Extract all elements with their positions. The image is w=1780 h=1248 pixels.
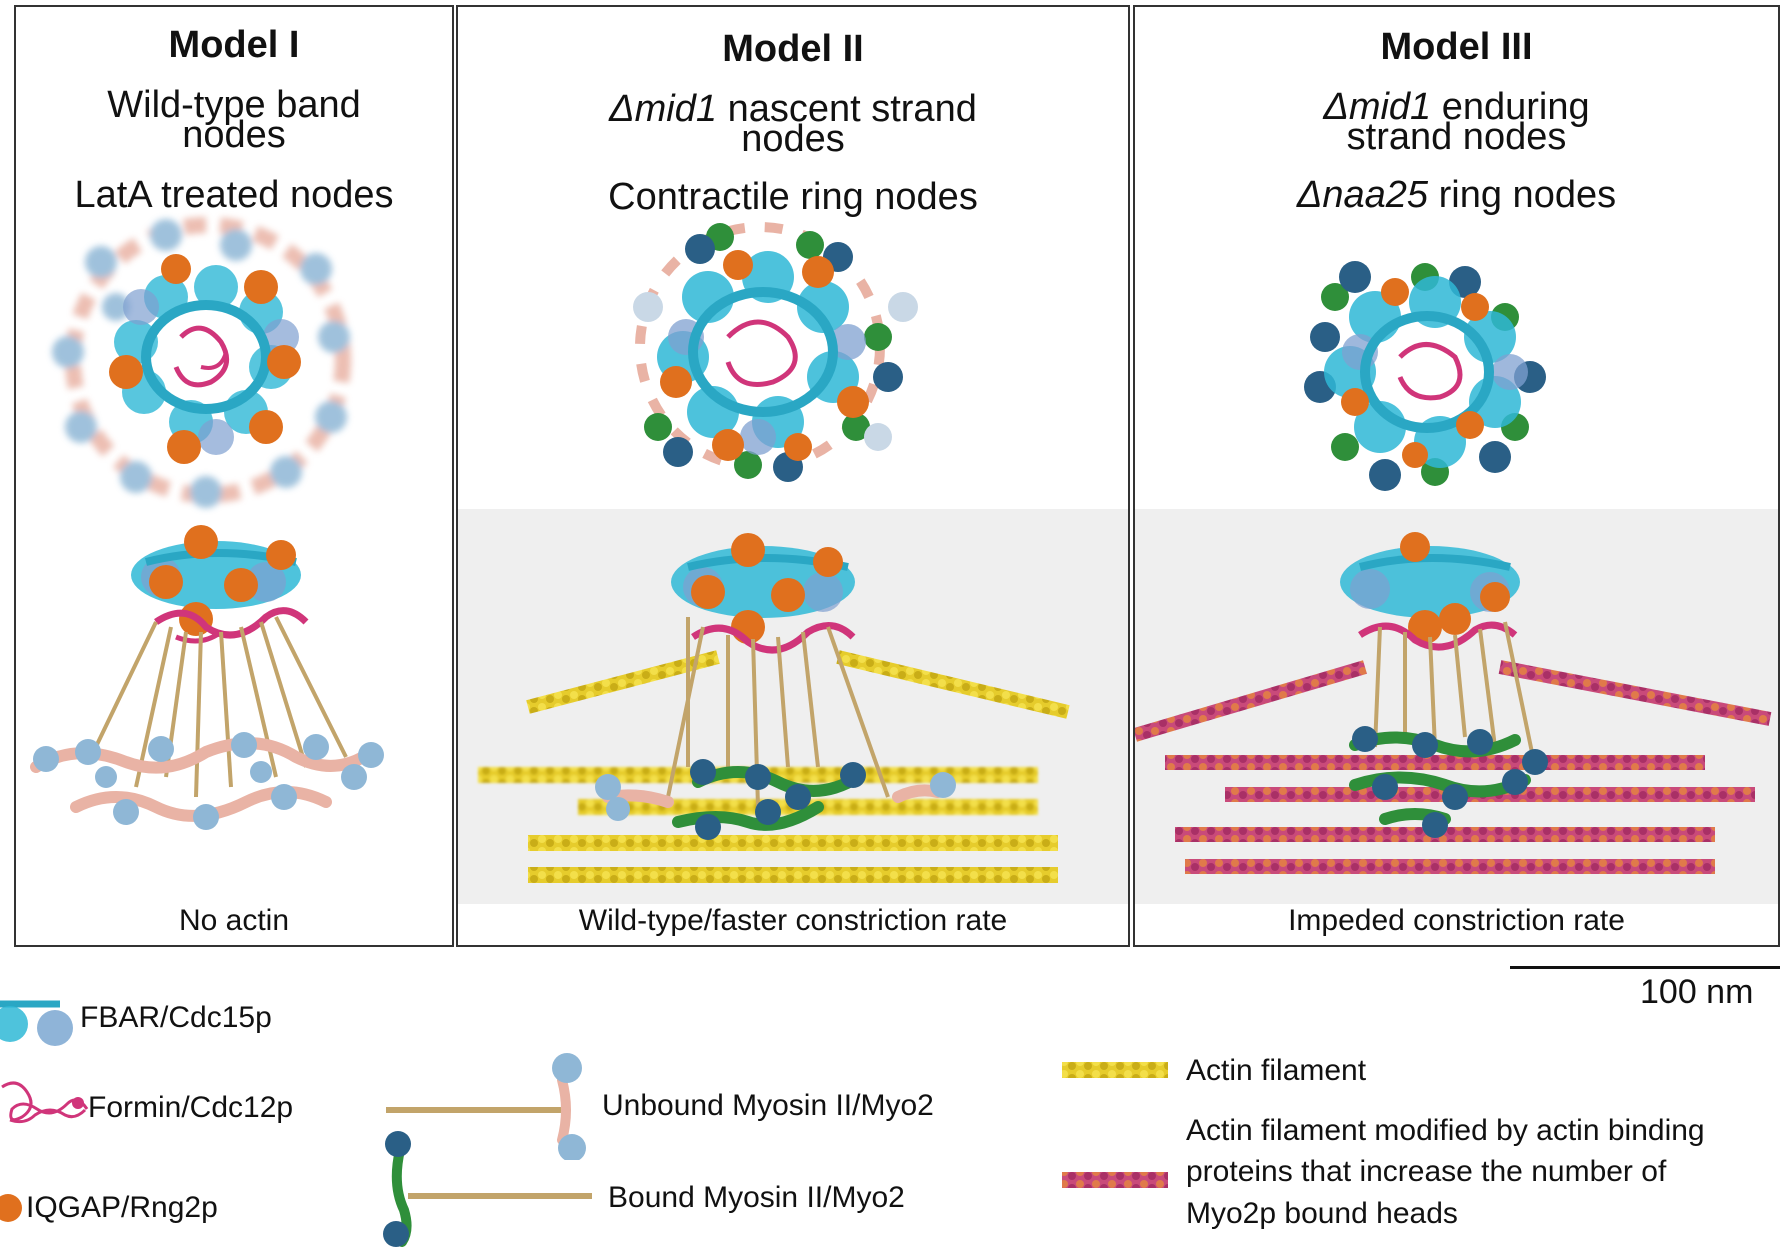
model-2-gene-mid1: Δmid1	[609, 88, 718, 130]
model-3-gene-naa25: Δnaa25	[1296, 174, 1429, 216]
bound-myosin-icon	[383, 1131, 592, 1247]
model-3-line-3: Δnaa25 ring nodes	[1135, 176, 1778, 214]
model-3-top-node	[1304, 261, 1546, 491]
legend-formin-label: Formin/Cdc12p	[88, 1091, 294, 1124]
model-1-title: Model I	[168, 24, 300, 66]
scale-bar-label: 100 nm	[1640, 973, 1754, 1011]
legend-modified-actin-line-1: Actin filament modified by actin binding	[1186, 1114, 1705, 1147]
model-2-bound-myosin	[595, 759, 956, 840]
legend-unbound-myosin-label: Unbound Myosin II/Myo2	[602, 1089, 934, 1122]
iqgap-icon	[0, 1194, 22, 1222]
legend-modified-actin-line-3: Myo2p bound heads	[1186, 1197, 1458, 1230]
model-2-line-3: Contractile ring nodes	[608, 176, 978, 218]
model-3-title: Model III	[1380, 26, 1533, 68]
fbar-icon	[0, 1000, 73, 1046]
model-2-panel: Model II Δmid1 nascent strand nodes Cont…	[456, 5, 1130, 947]
model-3-line-3-rest: ring nodes	[1428, 174, 1617, 216]
model-3-bound-myosin	[1349, 726, 1548, 838]
model-1-line-3: LatA treated nodes	[74, 174, 394, 216]
model-2-illustration	[478, 222, 1070, 883]
model-2-actin-filaments	[478, 650, 1070, 883]
actin-filament-icon	[1062, 1062, 1168, 1078]
model-1-illustration	[30, 217, 384, 830]
legend-actin-label: Actin filament	[1186, 1054, 1367, 1087]
model-1-panel: Model I Wild-type band nodes LatA treate…	[14, 5, 454, 947]
model-1-top-node-core	[109, 254, 301, 464]
legend-fbar-label: FBAR/Cdc15p	[80, 1001, 272, 1034]
model-2-footer: Wild-type/faster constriction rate	[578, 904, 1008, 937]
model-1-footer: No actin	[178, 904, 290, 937]
model-3-myosin-tails	[1373, 621, 1537, 768]
model-2-line-1: Δmid1 nascent strand	[458, 90, 1128, 128]
model-2-top-node	[633, 222, 918, 482]
model-2-title: Model II	[722, 28, 864, 70]
model-3-footer: Impeded constriction rate	[1288, 904, 1625, 937]
formin-icon	[1, 1081, 89, 1124]
model-3-line-1-rest: enduring	[1431, 86, 1590, 128]
legend-iqgap-label: IQGAP/Rng2p	[26, 1191, 218, 1224]
model-1-line-2: nodes	[182, 114, 286, 156]
model-1-top-myosin-ring	[52, 217, 351, 508]
model-2-line-2: nodes	[741, 118, 845, 160]
model-1-line-1: Wild-type band	[107, 84, 361, 126]
model-3-panel: Model III Δmid1 enduring strand nodes Δn…	[1133, 5, 1780, 947]
model-3-line-2: strand nodes	[1346, 116, 1567, 158]
model-1-myosin-tails	[89, 616, 348, 798]
model-3-modified-actin-filaments	[1135, 660, 1772, 874]
scale-bar	[1510, 966, 1780, 969]
legend-modified-actin-line-2: proteins that increase the number of	[1186, 1155, 1667, 1188]
model-3-gene-mid1: Δmid1	[1323, 86, 1432, 128]
unbound-myosin-icon	[386, 1053, 586, 1160]
modified-actin-filament-icon	[1062, 1172, 1168, 1188]
model-3-side-node	[1340, 532, 1520, 651]
model-1-unbound-myosin-heads	[30, 732, 384, 830]
model-3-illustration	[1135, 261, 1772, 874]
model-2-side-node	[671, 533, 856, 654]
legend-bound-myosin-label: Bound Myosin II/Myo2	[608, 1181, 905, 1214]
model-3-line-1: Δmid1 enduring	[1135, 88, 1778, 126]
model-2-line-1-rest: nascent strand	[717, 88, 977, 130]
